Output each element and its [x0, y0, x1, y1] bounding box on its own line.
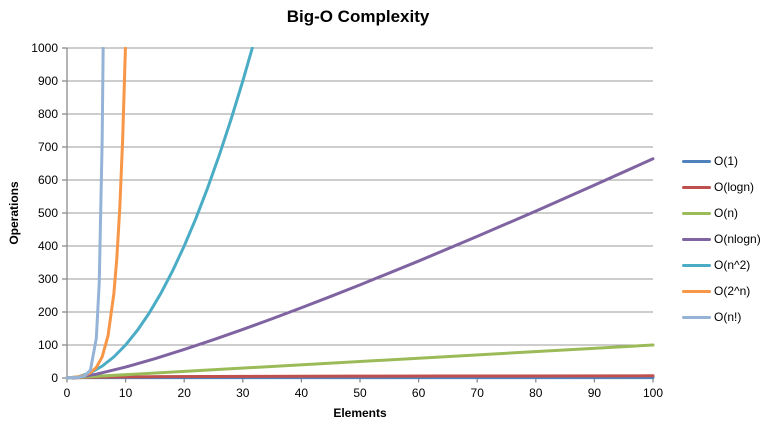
x-axis-title: Elements [333, 406, 387, 420]
y-tick-label: 900 [38, 74, 58, 88]
legend-item: O(nlogn) [682, 226, 761, 252]
legend-line-swatch [682, 315, 711, 319]
legend-label: O(1) [714, 154, 738, 168]
x-tick-label: 70 [471, 386, 485, 400]
legend-label: O(nlogn) [714, 232, 761, 246]
y-tick-label: 0 [51, 371, 58, 385]
x-tick-label: 40 [295, 386, 309, 400]
legend-line-swatch [682, 289, 711, 293]
legend-item: O(n^2) [682, 252, 761, 278]
y-tick-label: 200 [38, 305, 58, 319]
y-tick-label: 1000 [31, 41, 58, 55]
x-tick-label: 30 [236, 386, 250, 400]
legend-label: O(2^n) [714, 284, 751, 298]
y-tick-label: 300 [38, 272, 58, 286]
legend-label: O(n) [714, 206, 738, 220]
legend-item: O(logn) [682, 174, 761, 200]
x-tick-label: 10 [119, 386, 133, 400]
y-tick-label: 500 [38, 206, 58, 220]
x-tick-label: 20 [178, 386, 192, 400]
series-line-o-nlogn [71, 157, 655, 380]
y-tick-label: 700 [38, 140, 58, 154]
series-group [65, 47, 655, 380]
legend-label: O(n!) [714, 310, 742, 324]
x-tick-label: 100 [643, 386, 663, 400]
chart-title: Big-O Complexity [286, 7, 430, 26]
x-tick-label: 60 [412, 386, 426, 400]
series-line-o-n [65, 343, 655, 380]
legend-item: O(2^n) [682, 278, 761, 304]
legend-label: O(n^2) [714, 258, 751, 272]
legend-item: O(1) [682, 148, 761, 174]
legend-line-swatch [682, 211, 711, 215]
y-tick-label: 600 [38, 173, 58, 187]
y-tick-label: 100 [38, 338, 58, 352]
legend: O(1) O(logn) O(n) O(nlogn) O(n^2) O(2^n)… [682, 148, 761, 330]
legend-item: O(n!) [682, 304, 761, 330]
legend-item: O(n) [682, 200, 761, 226]
x-tick-label: 50 [353, 386, 367, 400]
y-tick-label: 800 [38, 107, 58, 121]
legend-line-swatch [682, 263, 711, 267]
legend-label: O(logn) [714, 180, 755, 194]
legend-line-swatch [682, 237, 711, 241]
legend-line-swatch [682, 185, 711, 189]
y-axis-title: Operations [7, 181, 21, 245]
x-tick-label: 0 [64, 386, 71, 400]
series-line-o-n-2 [65, 47, 254, 380]
x-tick-label: 80 [529, 386, 543, 400]
series-line-o-n [65, 47, 105, 380]
y-tick-label: 400 [38, 239, 58, 253]
legend-line-swatch [682, 159, 711, 163]
x-tick-label: 90 [588, 386, 602, 400]
